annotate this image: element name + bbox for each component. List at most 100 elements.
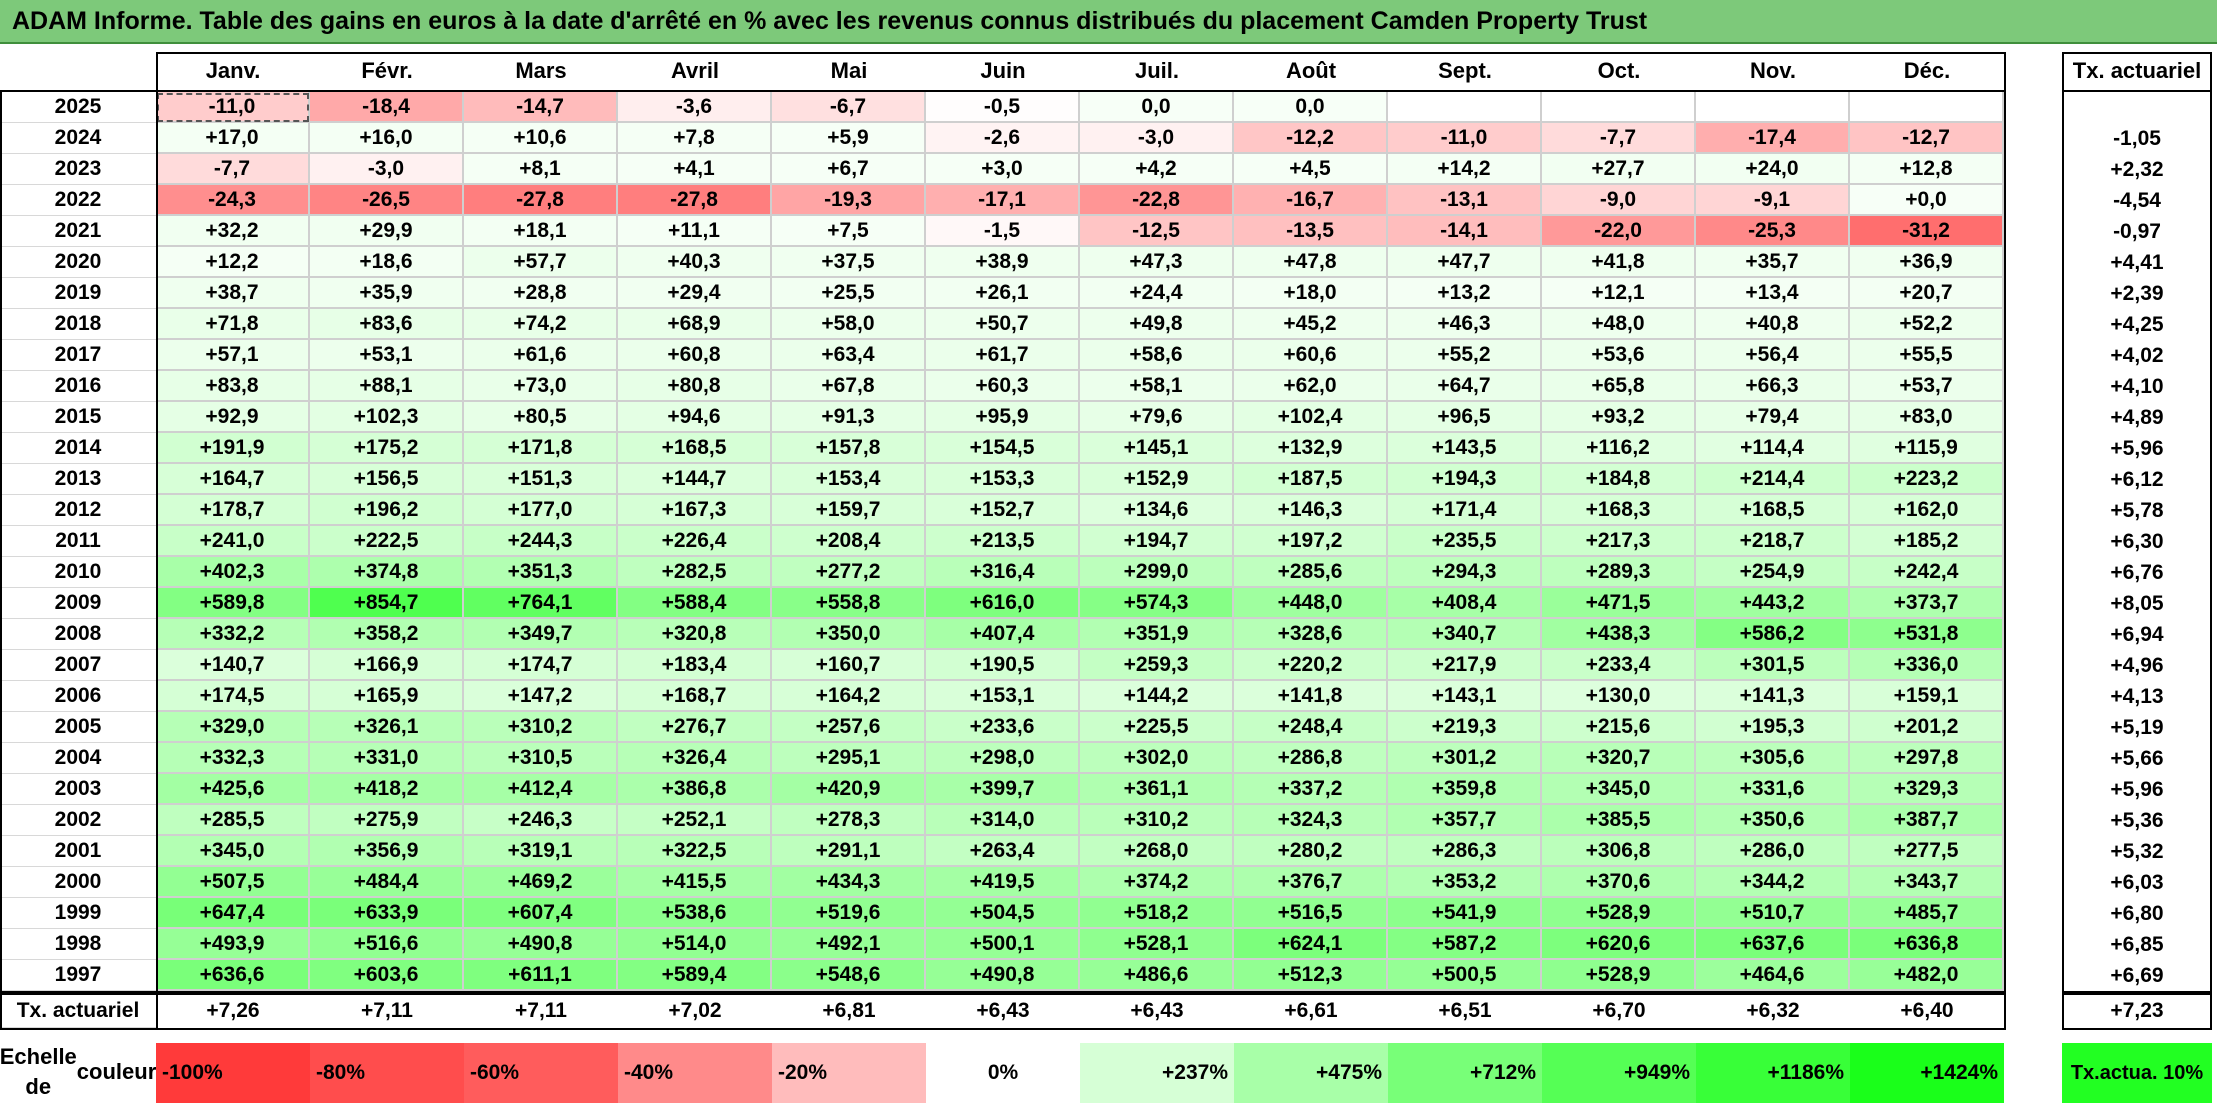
month-header: Nov. <box>1749 58 1797 83</box>
year-label: 2001 <box>0 836 156 867</box>
table-cell: +415,5 <box>618 867 772 898</box>
table-cell: +438,3 <box>1542 619 1696 650</box>
table-cell: +151,3 <box>464 464 618 495</box>
table-cell: +764,1 <box>464 588 618 619</box>
legend-final-line1: Tx. <box>2070 1062 2100 1084</box>
table-cell: +518,2 <box>1080 898 1234 929</box>
year-label: 2002 <box>0 805 156 836</box>
table-cell: +637,6 <box>1696 929 1850 960</box>
table-cell: -1,5 <box>926 216 1080 247</box>
row-tx-actuariel: +5,78 <box>2110 498 2164 522</box>
table-cell: -11,0 <box>156 92 310 123</box>
table-cell: +93,2 <box>1542 402 1696 433</box>
table-cell: +490,8 <box>926 960 1080 991</box>
table-cell: +340,7 <box>1388 619 1542 650</box>
table-cell: +178,7 <box>156 495 310 526</box>
table-cell: +194,3 <box>1388 464 1542 495</box>
table-cell: +407,4 <box>926 619 1080 650</box>
table-cell: +528,1 <box>1080 929 1234 960</box>
table-cell: +185,2 <box>1850 526 2004 557</box>
row-tx-actuariel: +6,12 <box>2110 467 2164 491</box>
table-cell: +277,5 <box>1850 836 2004 867</box>
table-cell: +12,8 <box>1850 154 2004 185</box>
table-cell: +157,8 <box>772 433 926 464</box>
table-cell: +18,1 <box>464 216 618 247</box>
row-tx-actuariel: -1,05 <box>2113 126 2161 150</box>
table-cell: -14,7 <box>464 92 618 123</box>
table-cell: -12,5 <box>1080 216 1234 247</box>
table-cell: +130,0 <box>1542 681 1696 712</box>
table-cell: +50,7 <box>926 309 1080 340</box>
table-cell: +219,3 <box>1388 712 1542 743</box>
table-cell: +60,3 <box>926 371 1080 402</box>
row-tx-actuariel: +6,94 <box>2110 622 2164 646</box>
table-cell: +302,0 <box>1080 743 1234 774</box>
table-cell: +291,1 <box>772 836 926 867</box>
table-cell: +471,5 <box>1542 588 1696 619</box>
table-cell: -3,6 <box>618 92 772 123</box>
table-cell: +514,0 <box>618 929 772 960</box>
table-cell: +52,2 <box>1850 309 2004 340</box>
table-cell: +0,0 <box>1850 185 2004 216</box>
table-cell: +512,3 <box>1234 960 1388 991</box>
footer-label: Tx. actuariel <box>0 994 156 1028</box>
table-cell: +58,0 <box>772 309 926 340</box>
table-cell: +57,7 <box>464 247 618 278</box>
table-cell: +32,2 <box>156 216 310 247</box>
table-cell: +7,8 <box>618 123 772 154</box>
table-cell: +233,4 <box>1542 650 1696 681</box>
row-tx-actuariel: +6,30 <box>2110 529 2164 553</box>
table-cell: -22,8 <box>1080 185 1234 216</box>
table-cell: +48,0 <box>1542 309 1696 340</box>
month-header: Févr. <box>361 58 413 83</box>
table-cell: +215,6 <box>1542 712 1696 743</box>
month-header: Oct. <box>1597 58 1641 83</box>
table-cell: +13,4 <box>1696 278 1850 309</box>
table-cell: +83,8 <box>156 371 310 402</box>
month-header: Août <box>1285 58 1337 83</box>
table-cell: +633,9 <box>310 898 464 929</box>
table-cell: -12,7 <box>1850 123 2004 154</box>
table-cell: +299,0 <box>1080 557 1234 588</box>
table-cell: +3,0 <box>926 154 1080 185</box>
month-header: Sept. <box>1438 58 1492 83</box>
table-cell: +61,6 <box>464 340 618 371</box>
table-cell: +241,0 <box>156 526 310 557</box>
table-cell: +24,0 <box>1696 154 1850 185</box>
table-cell: +143,1 <box>1388 681 1542 712</box>
table-cell: +58,6 <box>1080 340 1234 371</box>
table-cell: +295,1 <box>772 743 926 774</box>
table-cell: +166,9 <box>310 650 464 681</box>
table-cell: +343,7 <box>1850 867 2004 898</box>
table-cell: +306,8 <box>1542 836 1696 867</box>
table-cell: +519,6 <box>772 898 926 929</box>
table-cell: +385,5 <box>1542 805 1696 836</box>
table-cell: +434,3 <box>772 867 926 898</box>
table-cell: -24,3 <box>156 185 310 216</box>
footer-total: +7,23 <box>2110 999 2164 1022</box>
table-cell: +484,4 <box>310 867 464 898</box>
row-tx-actuariel: +4,25 <box>2110 312 2164 336</box>
year-label: 1997 <box>0 960 156 991</box>
table-cell: +248,4 <box>1234 712 1388 743</box>
table-cell: +359,8 <box>1388 774 1542 805</box>
table-cell: +854,7 <box>310 588 464 619</box>
table-cell: +344,2 <box>1696 867 1850 898</box>
table-cell: +165,9 <box>310 681 464 712</box>
legend-label: Echelle de couleur <box>0 1038 156 1106</box>
table-cell: +88,1 <box>310 371 464 402</box>
table-cell: +62,0 <box>1234 371 1388 402</box>
table-cell: +277,2 <box>772 557 926 588</box>
table-cell: +235,5 <box>1388 526 1542 557</box>
table-cell: +147,2 <box>464 681 618 712</box>
table-cell: +319,1 <box>464 836 618 867</box>
table-cell: +152,9 <box>1080 464 1234 495</box>
table-cell: +92,9 <box>156 402 310 433</box>
table-cell: +353,2 <box>1388 867 1542 898</box>
table-cell: +208,4 <box>772 526 926 557</box>
table-cell: -11,0 <box>1388 123 1542 154</box>
table-cell: +620,6 <box>1542 929 1696 960</box>
row-tx-actuariel: +5,36 <box>2110 808 2164 832</box>
table-cell: +214,4 <box>1696 464 1850 495</box>
